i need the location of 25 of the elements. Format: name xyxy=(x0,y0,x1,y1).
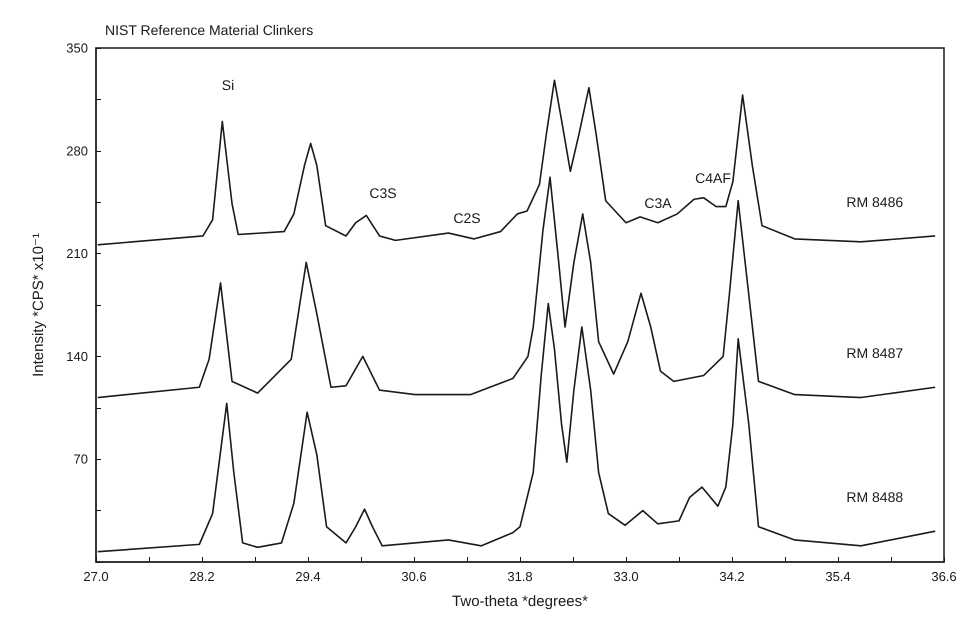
annotation: C2S xyxy=(453,210,481,226)
annotation: C3A xyxy=(644,195,672,211)
x-tick-label: 30.6 xyxy=(401,569,427,584)
annotation: C4AF xyxy=(695,170,731,186)
x-tick-label: 31.8 xyxy=(507,569,533,584)
y-tick-label: 210 xyxy=(66,246,88,262)
x-axis-title: Two-theta *degrees* xyxy=(452,593,588,610)
x-tick-label: 29.4 xyxy=(295,569,321,584)
y-tick-label: 280 xyxy=(66,143,88,158)
y-tick-label: 70 xyxy=(74,452,88,467)
x-tick-label: 36.6 xyxy=(931,569,957,584)
x-tick-label: 28.2 xyxy=(189,569,215,584)
y-tick-label: 140 xyxy=(66,348,88,364)
text: RM 8486 xyxy=(846,194,904,210)
x-tick-label: 27.0 xyxy=(83,569,109,584)
x-tick-label: 33.0 xyxy=(613,569,639,584)
annotation: Si xyxy=(222,77,234,93)
chart-title: NIST Reference Material Clinkers xyxy=(105,22,314,38)
x-tick-label: 35.4 xyxy=(825,569,851,584)
y-tick-label: 350 xyxy=(66,40,88,56)
annotation: C3S xyxy=(369,185,397,201)
text: RM 8487 xyxy=(846,345,904,362)
y-axis-title: Intensity *CPS* x10⁻¹ xyxy=(30,233,47,377)
x-tick-label: 34.2 xyxy=(719,569,745,584)
text: RM 8488 xyxy=(846,489,904,506)
